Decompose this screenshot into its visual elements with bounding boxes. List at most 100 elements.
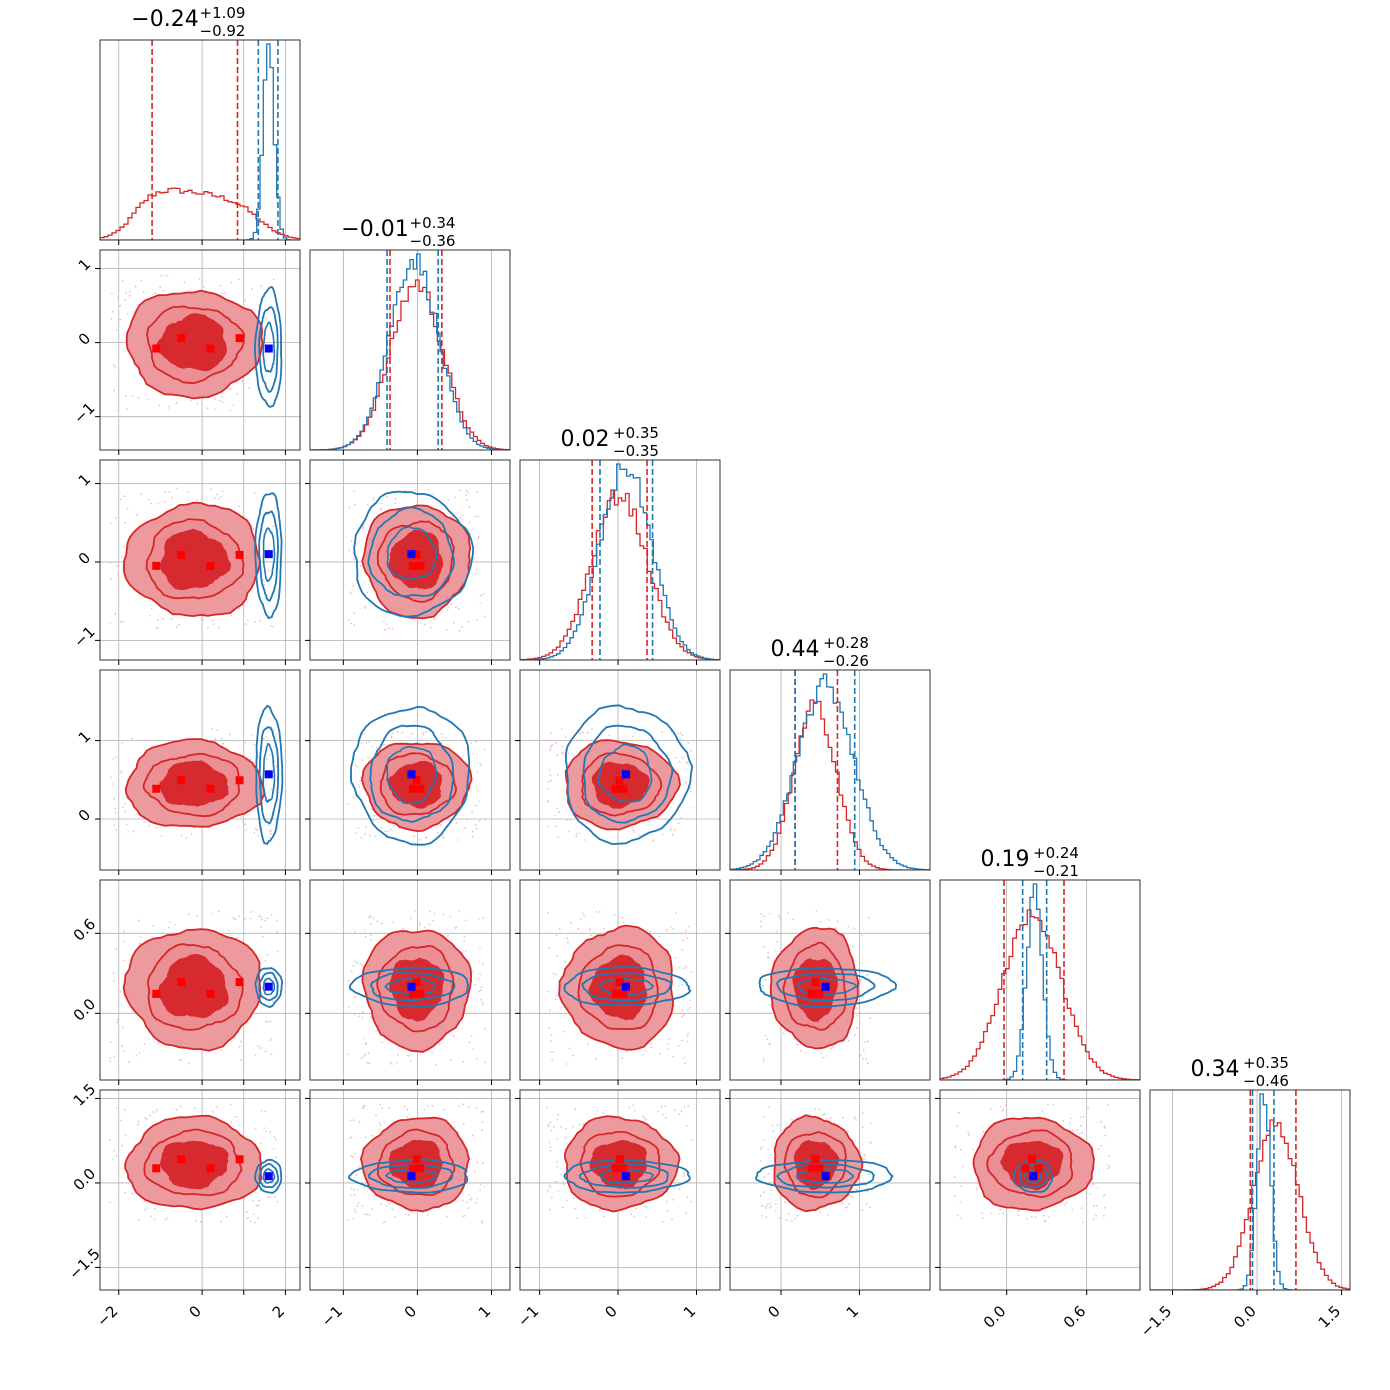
sample-point — [1108, 1155, 1110, 1158]
panel-title-minus: −0.21 — [1033, 862, 1079, 880]
sample-point — [221, 292, 224, 295]
sample-point — [686, 937, 689, 940]
sample-point — [763, 1191, 765, 1194]
sample-point — [202, 285, 205, 288]
sample-point — [366, 503, 369, 506]
sample-point — [643, 1117, 646, 1120]
sample-point — [168, 921, 171, 923]
sample-point — [454, 927, 456, 929]
sample-point — [571, 1054, 574, 1057]
sample-point — [665, 929, 668, 932]
sample-point — [799, 1049, 802, 1052]
sample-point — [833, 1121, 836, 1124]
sample-point — [464, 1214, 467, 1217]
sample-point — [796, 1214, 799, 1217]
sample-point — [447, 606, 450, 609]
sample-point — [253, 831, 256, 834]
sample-point — [449, 915, 451, 918]
sample-point — [145, 1118, 148, 1120]
marker-red — [177, 334, 186, 343]
sample-point — [1102, 1195, 1105, 1198]
sample-point — [854, 1118, 857, 1121]
sample-point — [763, 1060, 765, 1063]
sample-point — [475, 572, 478, 575]
sample-point — [852, 945, 854, 948]
sample-point — [681, 948, 684, 951]
sample-point — [264, 316, 266, 319]
panel-title-plus: +0.35 — [1243, 1054, 1289, 1072]
sample-point — [166, 275, 169, 277]
x-tick-label: −2 — [93, 1302, 121, 1330]
sample-point — [465, 489, 467, 492]
sample-point — [1085, 1133, 1088, 1136]
sample-point — [999, 1105, 1002, 1108]
sample-point — [683, 967, 686, 970]
sample-point — [347, 549, 350, 552]
sample-point — [391, 627, 394, 630]
sample-point — [354, 832, 357, 835]
sample-point — [419, 838, 421, 841]
sample-point — [547, 1125, 550, 1128]
sample-point — [220, 1049, 223, 1051]
y-tick-label: 1 — [75, 470, 94, 489]
sample-point — [364, 1043, 367, 1045]
sample-point — [662, 1113, 664, 1116]
sample-point — [546, 1106, 549, 1109]
sample-point — [477, 789, 480, 792]
sample-point — [360, 1057, 363, 1059]
sample-point — [231, 404, 234, 406]
sample-point — [442, 913, 445, 916]
sample-point — [595, 911, 597, 913]
sample-point — [365, 794, 367, 796]
sample-point — [257, 1204, 260, 1207]
sample-point — [590, 934, 592, 937]
sample-point — [419, 924, 421, 926]
sample-point — [482, 1003, 484, 1006]
sample-point — [395, 492, 398, 495]
sample-point — [150, 607, 153, 610]
marker-red — [619, 784, 628, 793]
panel-frame — [519, 879, 721, 1081]
sample-point — [552, 1125, 555, 1128]
sample-point — [371, 1208, 373, 1210]
sample-point — [554, 825, 557, 828]
sample-point — [478, 820, 481, 822]
panel-2-1 — [305, 459, 511, 665]
sample-point — [131, 395, 134, 398]
sample-point — [363, 1213, 366, 1216]
sample-point — [557, 1113, 560, 1116]
sample-point — [1108, 1165, 1111, 1168]
sample-point — [174, 923, 176, 926]
sample-point — [471, 1134, 474, 1137]
sample-point — [414, 910, 417, 912]
sample-point — [869, 1017, 871, 1020]
sample-point — [1092, 1204, 1095, 1207]
sample-point — [216, 493, 218, 496]
sample-point — [759, 1194, 762, 1197]
sample-point — [264, 1110, 267, 1112]
panel-4-1 — [305, 879, 511, 1085]
sample-point — [349, 1119, 352, 1122]
sample-point — [138, 919, 140, 922]
sample-point — [560, 1126, 562, 1128]
sample-point — [270, 788, 273, 790]
sample-point — [690, 971, 693, 974]
sample-point — [272, 1147, 275, 1150]
panel-frame — [99, 39, 301, 241]
sample-point — [355, 1173, 358, 1176]
histogram-blue — [100, 43, 300, 240]
sample-point — [870, 1122, 873, 1125]
sample-point — [398, 827, 401, 830]
sample-point — [684, 929, 687, 932]
sample-point — [829, 1117, 832, 1120]
sample-point — [406, 1108, 409, 1111]
sample-point — [143, 1043, 146, 1045]
sample-point — [357, 1202, 360, 1204]
sample-point — [479, 973, 481, 975]
panel-content — [520, 880, 720, 1080]
sample-point — [397, 731, 399, 733]
sample-point — [672, 1055, 674, 1058]
sample-point — [414, 488, 417, 491]
sample-point — [423, 926, 426, 929]
sample-point — [146, 1207, 148, 1210]
